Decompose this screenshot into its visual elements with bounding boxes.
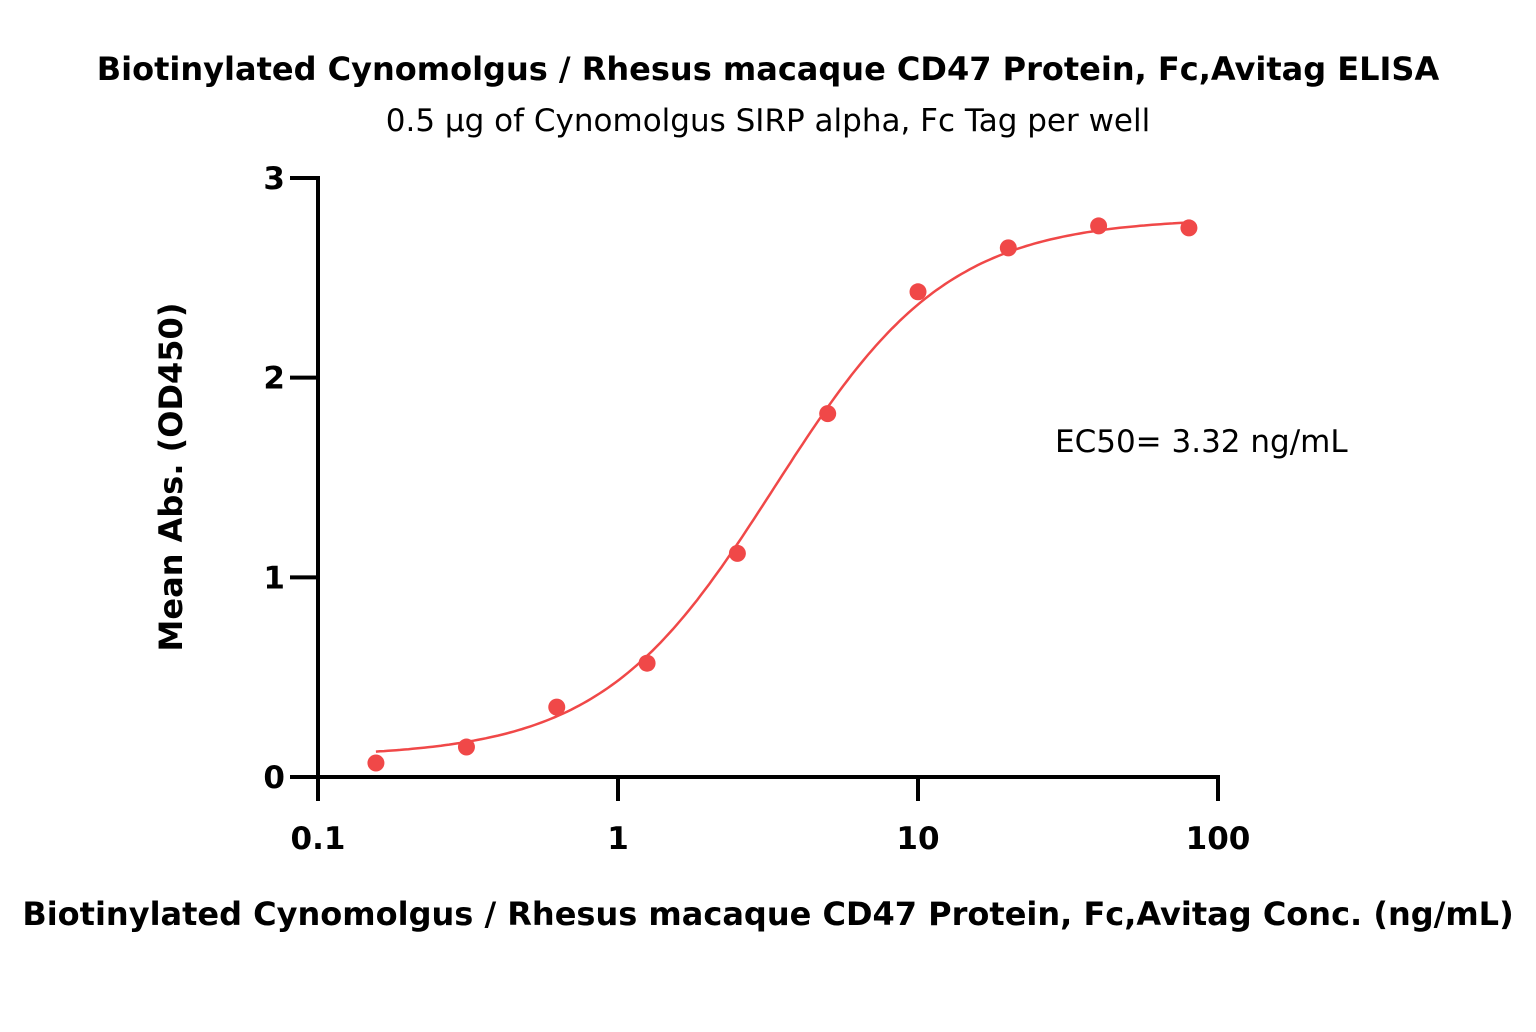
x-tick-label: 100 bbox=[1186, 821, 1251, 857]
x-tick-label: 0.1 bbox=[291, 821, 346, 857]
ec50-annotation: EC50= 3.32 ng/mL bbox=[1055, 424, 1348, 460]
x-tick-label: 1 bbox=[607, 821, 629, 857]
y-tick-label: 3 bbox=[263, 161, 285, 197]
data-point bbox=[457, 738, 475, 756]
data-point bbox=[548, 698, 566, 716]
data-point bbox=[638, 654, 656, 672]
x-axis-label: Biotinylated Cynomolgus / Rhesus macaque… bbox=[22, 895, 1513, 933]
chart-subtitle: 0.5 µg of Cynomolgus SIRP alpha, Fc Tag … bbox=[386, 103, 1150, 139]
data-point bbox=[728, 544, 746, 562]
data-point bbox=[909, 283, 927, 301]
data-point bbox=[819, 405, 837, 423]
y-axis-label: Mean Abs. (OD450) bbox=[152, 303, 190, 652]
data-point bbox=[1180, 219, 1198, 237]
y-tick-label: 0 bbox=[263, 760, 285, 796]
data-point bbox=[999, 239, 1017, 257]
y-tick-label: 2 bbox=[263, 361, 285, 397]
chart-title: Biotinylated Cynomolgus / Rhesus macaque… bbox=[97, 50, 1440, 88]
data-point bbox=[367, 754, 385, 772]
y-tick-label: 1 bbox=[263, 560, 285, 596]
x-tick-label: 10 bbox=[896, 821, 939, 857]
data-point bbox=[1090, 217, 1108, 235]
fit-curve bbox=[375, 221, 1189, 753]
